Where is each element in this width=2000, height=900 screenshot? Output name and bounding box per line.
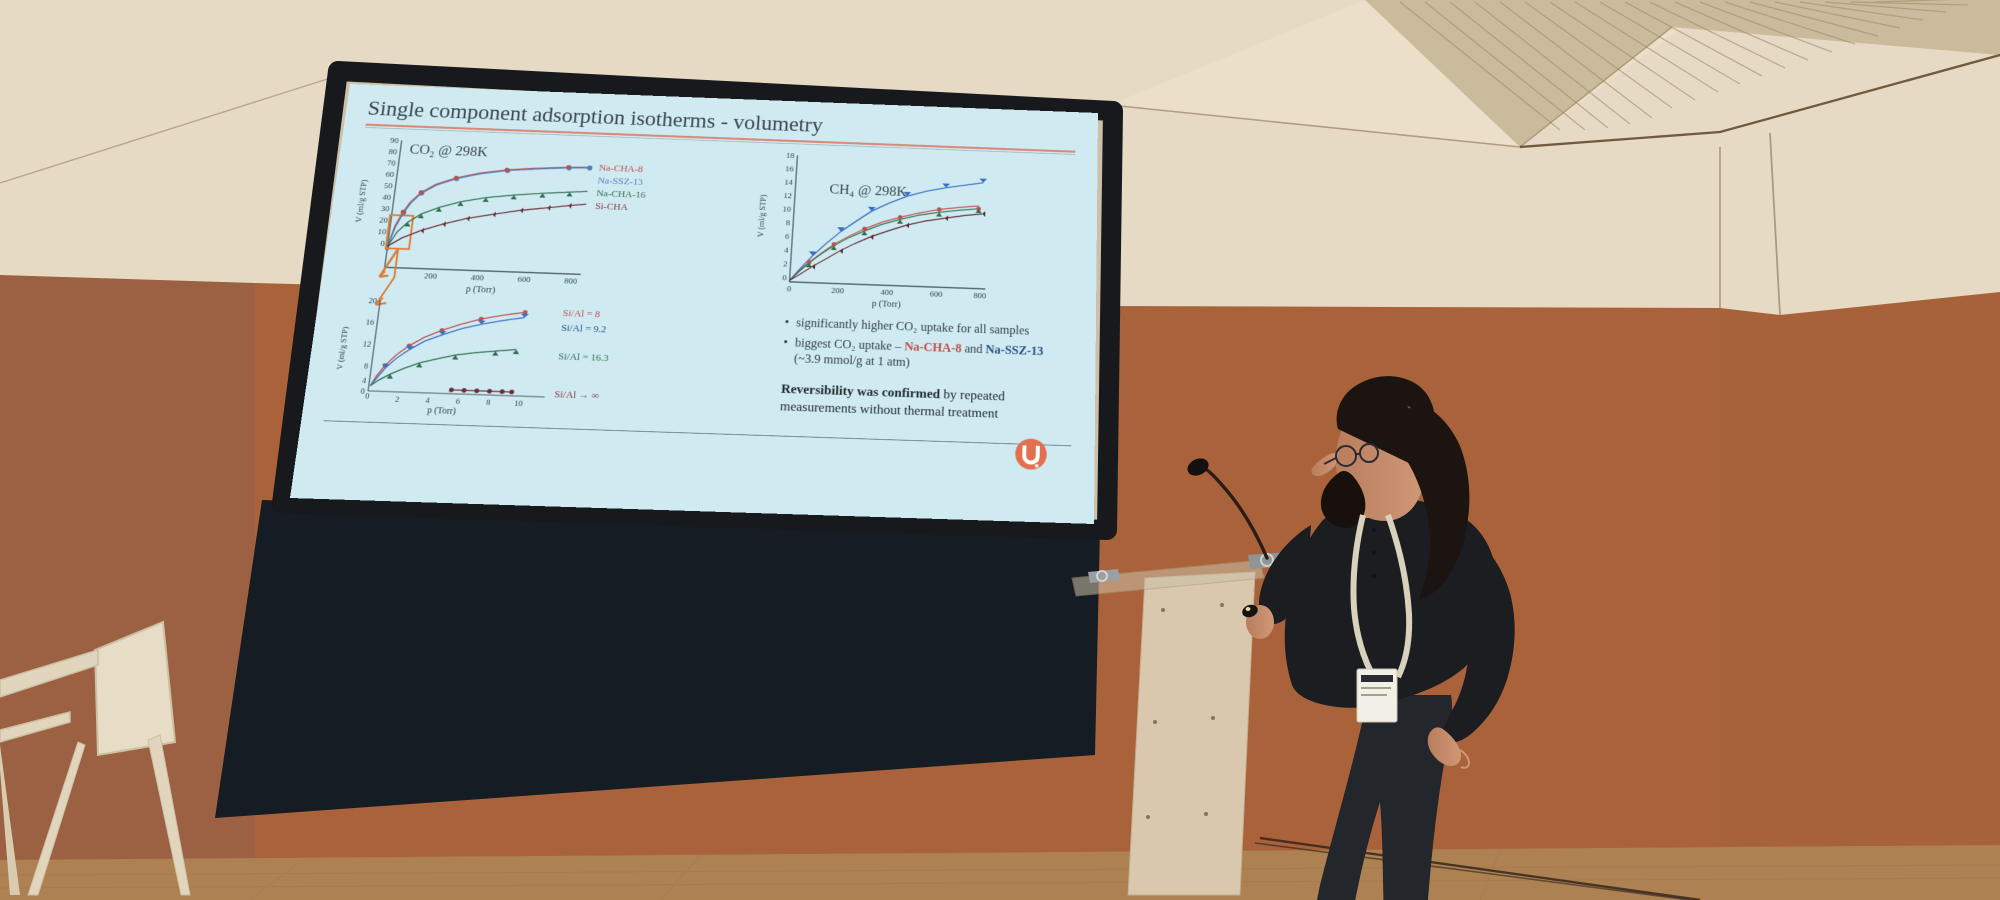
svg-text:50: 50 xyxy=(383,181,393,190)
svg-text:20: 20 xyxy=(368,296,378,305)
svg-text:V (ml/g STP): V (ml/g STP) xyxy=(354,179,370,222)
svg-text:CH₄ @ 298K: CH₄ @ 298K xyxy=(829,182,907,199)
svg-text:Si/Al = 8: Si/Al = 8 xyxy=(562,309,601,321)
svg-text:16: 16 xyxy=(785,164,794,173)
svg-text:14: 14 xyxy=(784,178,793,187)
svg-text:Si/Al = 9.2: Si/Al = 9.2 xyxy=(561,324,607,336)
svg-text:16: 16 xyxy=(365,318,375,328)
svg-text:Na-CHA-8: Na-CHA-8 xyxy=(598,164,643,175)
svg-text:0: 0 xyxy=(365,391,371,401)
svg-text:p (Torr): p (Torr) xyxy=(465,284,495,295)
svg-text:200: 200 xyxy=(424,271,438,281)
svg-text:10: 10 xyxy=(514,399,524,409)
svg-text:V (ml/g STP): V (ml/g STP) xyxy=(335,326,351,370)
svg-text:p (Torr): p (Torr) xyxy=(872,298,901,309)
svg-text:30: 30 xyxy=(380,204,390,213)
svg-text:2: 2 xyxy=(783,259,788,268)
svg-text:70: 70 xyxy=(387,159,397,168)
svg-text:90: 90 xyxy=(390,136,400,145)
svg-text:12: 12 xyxy=(362,339,372,349)
svg-text:400: 400 xyxy=(470,273,484,283)
svg-text:60: 60 xyxy=(385,170,395,179)
svg-text:Si/Al = 16.3: Si/Al = 16.3 xyxy=(558,352,610,364)
svg-text:6: 6 xyxy=(455,397,461,407)
svg-text:12: 12 xyxy=(783,191,792,200)
svg-text:8: 8 xyxy=(363,361,369,371)
svg-text:Si/Al → ∞: Si/Al → ∞ xyxy=(554,390,600,402)
svg-text:Na-SSZ-13: Na-SSZ-13 xyxy=(597,176,643,187)
svg-text:40: 40 xyxy=(382,193,392,202)
svg-text:600: 600 xyxy=(517,275,531,285)
svg-text:400: 400 xyxy=(880,288,893,298)
svg-text:p (Torr): p (Torr) xyxy=(427,406,457,416)
svg-text:800: 800 xyxy=(973,291,986,300)
svg-text:6: 6 xyxy=(785,232,790,241)
svg-text:8: 8 xyxy=(786,218,791,227)
svg-text:8: 8 xyxy=(486,398,491,408)
svg-text:800: 800 xyxy=(564,276,578,286)
svg-text:18: 18 xyxy=(786,151,795,160)
svg-text:4: 4 xyxy=(425,395,431,405)
svg-text:V (ml/g STP): V (ml/g STP) xyxy=(756,194,768,237)
svg-text:200: 200 xyxy=(831,286,844,296)
svg-text:Si-CHA: Si-CHA xyxy=(595,202,629,213)
svg-text:20: 20 xyxy=(379,216,389,225)
svg-text:0: 0 xyxy=(782,273,787,282)
svg-text:80: 80 xyxy=(388,147,398,156)
svg-text:10: 10 xyxy=(377,227,387,236)
svg-text:600: 600 xyxy=(930,289,943,298)
svg-text:CO₂ @ 298K: CO₂ @ 298K xyxy=(409,142,489,159)
svg-text:4: 4 xyxy=(784,246,789,255)
svg-text:4: 4 xyxy=(361,376,367,386)
svg-text:Na-CHA-16: Na-CHA-16 xyxy=(596,189,646,201)
svg-text:0: 0 xyxy=(787,284,792,293)
svg-text:10: 10 xyxy=(782,205,791,214)
svg-text:2: 2 xyxy=(395,394,401,404)
